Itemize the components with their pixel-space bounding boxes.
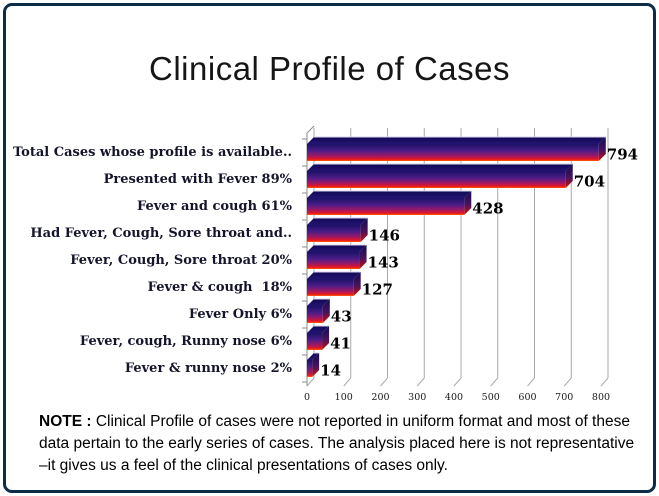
bar-side-face <box>359 245 367 269</box>
bar-top-face <box>307 218 368 225</box>
grid-line-foot <box>380 377 388 387</box>
bar <box>307 225 361 242</box>
bar-side-face <box>598 137 606 161</box>
bar <box>307 333 323 350</box>
category-label: Had Fever, Cough, Sore throat and.. <box>30 226 292 241</box>
slide-border: Clinical Profile of Cases 0 100 200 300 400 5… <box>3 3 656 493</box>
y-axis-depth-edge <box>306 125 315 134</box>
bar-top-face <box>307 137 606 144</box>
bar-side-face <box>322 326 330 350</box>
grid-line-foot <box>563 377 572 387</box>
bar-top-face <box>307 164 573 171</box>
bar-side-face <box>353 272 361 296</box>
note-text: NOTE : Clinical Profile of cases were no… <box>39 411 639 477</box>
value-label: 43 <box>331 308 352 326</box>
value-label: 428 <box>472 200 503 218</box>
bar-side-face <box>360 218 368 242</box>
x-tick-label: 100 <box>335 392 353 403</box>
bar <box>307 198 465 215</box>
x-tick-label: 400 <box>445 392 463 403</box>
x-tick-label: 300 <box>408 392 426 403</box>
value-label: 41 <box>330 335 351 353</box>
bar <box>307 252 360 269</box>
bar-top-face <box>307 353 320 360</box>
category-label: Fever and cough 61% <box>136 199 292 214</box>
value-label: 794 <box>607 146 638 164</box>
grid-line-foot <box>527 377 535 387</box>
bar-side-face <box>312 353 320 377</box>
category-label: Total Cases whose profile is available.. <box>12 145 292 160</box>
grid-line-foot <box>600 377 609 387</box>
grid-line-foot <box>416 377 425 387</box>
note-label: NOTE : <box>39 413 92 430</box>
category-label: Fever & cough 18% <box>147 280 292 295</box>
bar-top-face <box>307 299 330 306</box>
bar-top-face <box>307 191 472 198</box>
bar-side-face <box>322 299 330 323</box>
x-tick-label: 800 <box>592 392 610 403</box>
bar <box>307 144 599 161</box>
category-label: Fever & runny nose 2% <box>124 361 292 376</box>
value-label: 146 <box>369 227 400 245</box>
x-tick-label: 500 <box>482 392 500 403</box>
chart-title: Clinical Profile of Cases <box>149 50 510 87</box>
grid-line-foot <box>343 377 352 387</box>
bar-side-face <box>464 191 472 215</box>
grid-line-foot <box>490 377 499 387</box>
bar <box>307 360 313 377</box>
value-label: 704 <box>574 173 605 191</box>
category-label: Fever, Cough, Sore throat 20% <box>70 253 292 268</box>
note-body: Clinical Profile of cases were not repor… <box>39 413 635 474</box>
value-label: 14 <box>320 362 341 380</box>
bar <box>307 306 323 323</box>
bar-side-face <box>565 164 573 188</box>
grid-line-foot <box>453 377 462 387</box>
grid-line-foot <box>306 377 315 387</box>
value-label: 143 <box>368 254 399 272</box>
bar <box>307 279 354 296</box>
value-label: 127 <box>362 281 393 299</box>
x-tick-label: 0 <box>304 392 310 403</box>
x-tick-label: 700 <box>555 392 573 403</box>
bar-top-face <box>307 272 361 279</box>
x-tick-label: 200 <box>371 392 389 403</box>
category-label: Fever, cough, Runny nose 6% <box>79 334 292 349</box>
bar-top-face <box>307 326 330 333</box>
category-label: Fever Only 6% <box>188 307 292 322</box>
bar <box>307 171 566 188</box>
bar-top-face <box>307 245 367 252</box>
category-label: Presented with Fever 89% <box>103 172 292 187</box>
x-tick-label: 600 <box>518 392 536 403</box>
